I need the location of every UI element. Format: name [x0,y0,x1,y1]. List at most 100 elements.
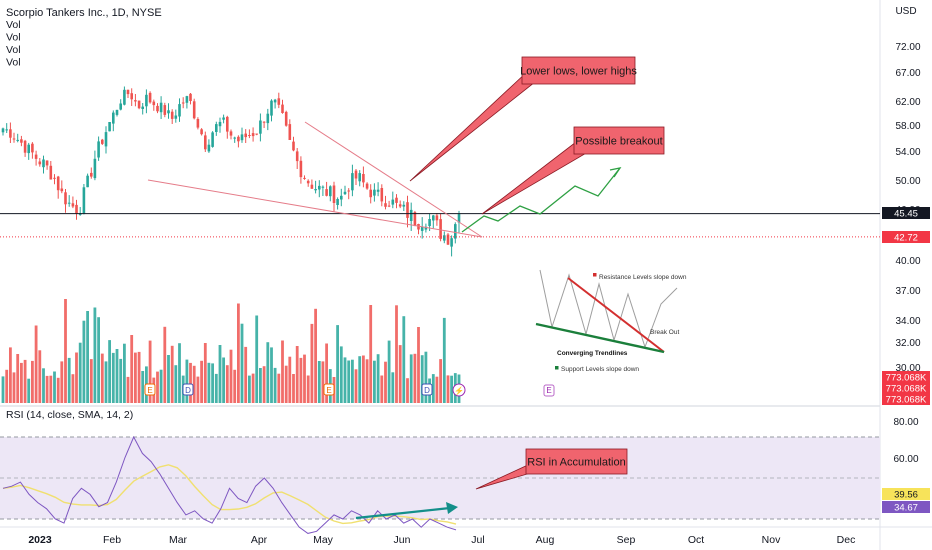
event-marker-4: ⚡ [452,383,466,397]
candle-body [340,195,343,200]
volume-bar [89,359,93,403]
volume-bar [395,305,398,403]
event-marker-box [543,384,555,397]
candle-body [417,224,420,230]
volume-bar [134,352,137,403]
candle-body [387,205,391,207]
candle-body [211,132,214,147]
volume-bar [207,362,211,403]
event-marker-1: D [182,383,194,396]
inset-resistance-line [567,277,665,353]
candle-body [329,186,332,197]
candle-body [384,203,387,207]
volume-bar [218,345,222,403]
volume-bar [97,317,100,403]
candle-body [215,124,218,132]
volume-bar [240,323,244,403]
volume-bar [362,355,365,403]
price-tick-label: 32.00 [895,338,920,349]
candle-body [53,177,56,179]
volume-bar [111,352,115,403]
candle-body [255,133,258,135]
candle-body [420,226,424,231]
candle-body [321,186,325,188]
volume-bar [203,343,207,403]
candle-body [295,151,299,162]
candle-body [104,132,108,147]
candle-body [343,191,347,195]
volume-legend-line: Vol [6,44,21,56]
candle-body [207,144,211,152]
candle-body [108,122,111,132]
price-tick-label: 34.00 [895,316,920,327]
volume-bar [93,307,97,403]
volume-bar [365,359,369,403]
candle-body [398,204,402,207]
projection-path [461,167,621,233]
currency-label: USD [895,6,916,17]
event-marker-label: E [147,386,152,395]
volume-bar [130,335,134,403]
resistance-trendline [304,121,483,238]
volume-bar [262,366,266,403]
volume-bar [406,378,409,403]
price-badge-label: 773.068K [886,373,927,384]
price-tick-label: 58.00 [895,121,920,132]
rsi-badge-label: 39.56 [894,490,918,501]
candle-body [336,199,339,205]
volume-bar [281,340,284,403]
candle-body [119,103,122,110]
candle-body [56,176,60,191]
candle-body [67,202,71,204]
volume-bar [339,346,343,403]
volume-bar [1,376,5,403]
volume-bar [439,359,442,403]
inset-converging-label: Converging Trendlines [557,350,628,357]
volume-bar [100,353,104,403]
time-tick-label: Dec [837,534,856,546]
candle-body [226,116,229,132]
candle-body [332,185,336,203]
candle-body [229,131,233,136]
volume-bar [5,369,9,403]
volume-bar [343,357,347,403]
volume-bar [402,316,406,403]
candle-body [126,89,130,95]
candle-body [97,141,100,158]
volume-bar [450,375,453,403]
rsi-ma-line [2,464,457,525]
volume-bar [288,356,292,403]
rsi-arrowhead [446,502,458,514]
volume-bar [174,365,178,403]
volume-bar [398,345,402,403]
volume-legend-line: Vol [6,57,21,69]
volume-bar [369,305,373,403]
volume-bar [148,340,152,403]
candle-body [115,109,119,115]
volume-bar [211,363,214,403]
volume-bar [82,320,86,403]
candle-body [318,185,321,190]
candle-body [38,161,42,165]
volume-bar [170,345,174,403]
price-badge-box [882,207,930,219]
rsi-tick-label: 60.00 [893,454,918,465]
candle-body [380,188,384,202]
price-badge-box [882,371,930,383]
callout-rsi-box [525,448,628,475]
volume-bar [284,365,288,403]
candle-body [167,110,170,114]
candle-body [31,143,34,153]
volume-bar [270,347,273,403]
candle-body [314,189,317,191]
candle-body [75,204,78,214]
volume-bar [424,351,428,403]
inset-resistance-marker [593,273,597,277]
candle-body [369,189,372,198]
candle-body [424,226,428,230]
rsi-tick-label: 80.00 [893,417,918,428]
callout-breakout-pointer [481,138,589,215]
rsi-line [2,435,457,534]
volume-bar [417,327,420,403]
